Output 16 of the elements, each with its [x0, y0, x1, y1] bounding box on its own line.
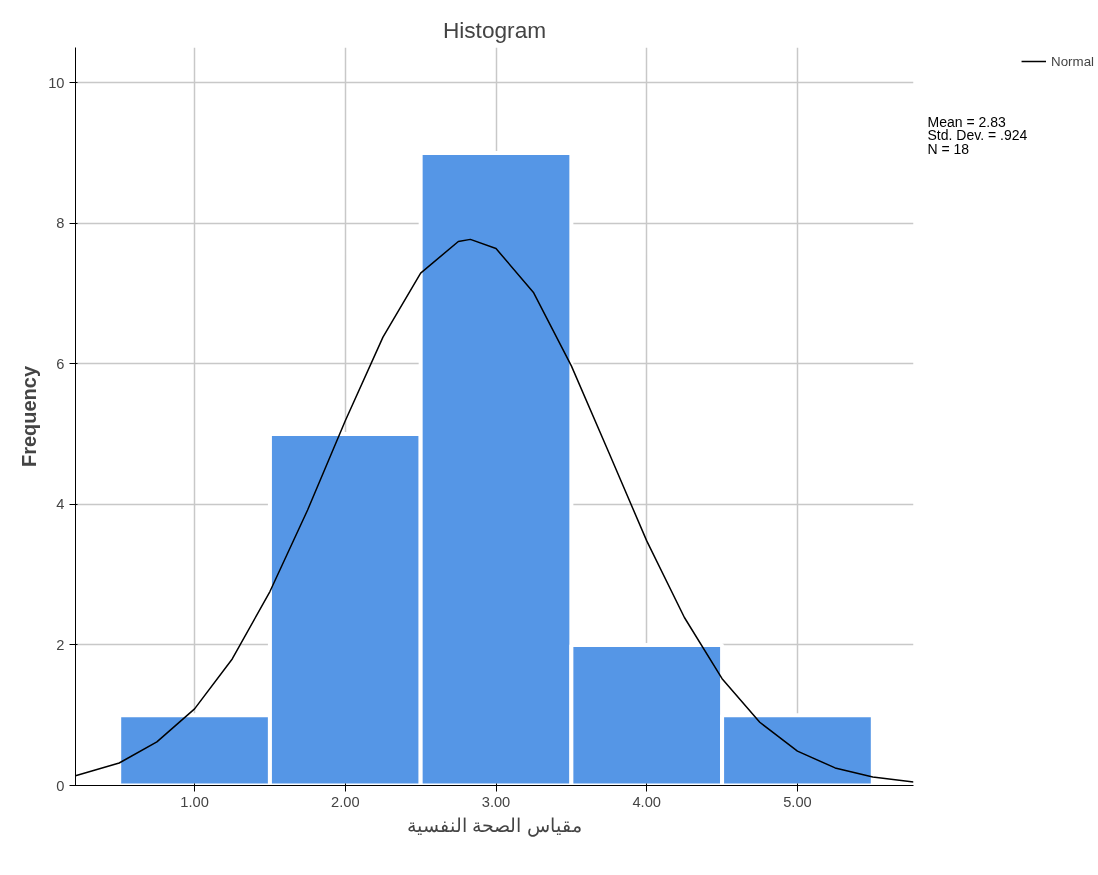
y-tick-label: 10 [48, 74, 65, 91]
y-axis-title: Frequency [18, 365, 41, 468]
text: Mean = 2.83 [927, 113, 1006, 130]
x-axis-title: مقياس الصحة النفسية [407, 814, 582, 837]
x-tick-label: 2.00 [331, 793, 360, 810]
x-tick-label: 5.00 [783, 793, 812, 810]
x-tick-label: 1.00 [180, 793, 209, 810]
y-tick-label: 4 [56, 496, 65, 513]
y-tick-label: 2 [56, 636, 65, 653]
chart-title: Histogram [442, 16, 547, 43]
y-tick-label: 6 [56, 355, 65, 372]
x-tick-label: 3.00 [481, 793, 511, 810]
y-tick-label: 0 [56, 777, 65, 794]
legend-label: Normal [1051, 53, 1094, 69]
y-tick-label: 8 [56, 215, 65, 232]
x-tick-label: 4.00 [632, 793, 661, 810]
